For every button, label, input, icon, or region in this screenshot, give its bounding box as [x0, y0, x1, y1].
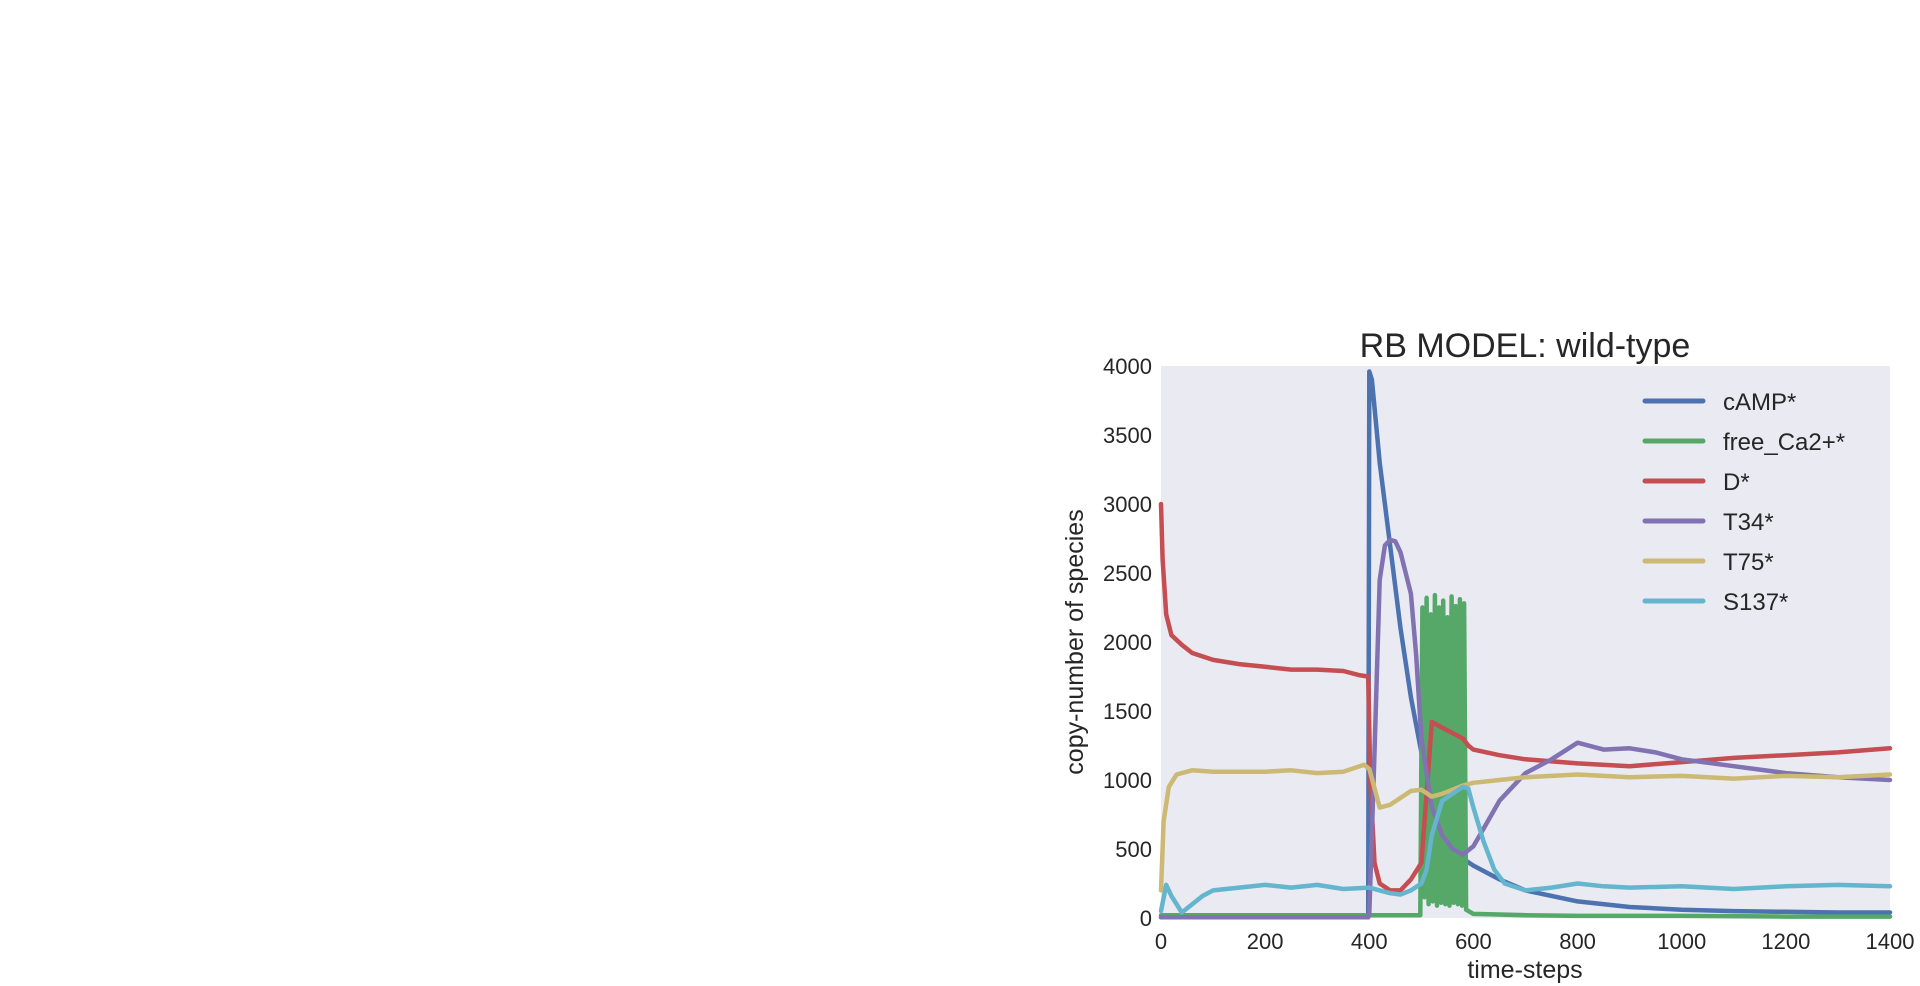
- y-tick-label-7: 3500: [1103, 423, 1152, 448]
- y-tick-label-3: 1500: [1103, 699, 1152, 724]
- series-line-5: [1158, 784, 1893, 915]
- y-tick-label-1: 500: [1115, 837, 1152, 862]
- legend-label-2: D*: [1723, 469, 1750, 496]
- x-tick-label-6: 1200: [1761, 929, 1810, 954]
- legend-label-3: T34*: [1723, 509, 1774, 536]
- series-line-3: [1158, 537, 1893, 920]
- y-tick-label-8: 4000: [1103, 354, 1152, 379]
- x-axis: 0 200 400 600 800 1000 1200 1400: [1155, 929, 1915, 954]
- series-line-4: [1158, 762, 1893, 893]
- y-axis: 0 500 1000 1500 2000 2500 3000 3500 4000: [1103, 354, 1152, 931]
- x-tick-label-5: 1000: [1657, 929, 1706, 954]
- x-tick-label-0: 0: [1155, 929, 1167, 954]
- legend: cAMP* free_Ca2+* D* T34* T75* S137*: [1642, 389, 1845, 616]
- x-tick-label-2: 400: [1351, 929, 1388, 954]
- y-axis-label: copy-number of species: [1061, 509, 1089, 774]
- y-tick-label-6: 3000: [1103, 492, 1152, 517]
- x-tick-label-4: 800: [1559, 929, 1596, 954]
- x-axis-label: time-steps: [1467, 956, 1582, 984]
- y-tick-label-4: 2000: [1103, 630, 1152, 655]
- legend-label-0: cAMP*: [1723, 389, 1796, 416]
- legend-label-1: free_Ca2+*: [1723, 429, 1845, 456]
- y-tick-label-5: 2500: [1103, 561, 1152, 586]
- plot-background: [1161, 366, 1890, 918]
- x-tick-label-7: 1400: [1866, 929, 1915, 954]
- y-tick-label-0: 0: [1140, 906, 1152, 931]
- x-tick-label-3: 600: [1455, 929, 1492, 954]
- y-tick-label-2: 1000: [1103, 768, 1152, 793]
- x-tick-label-1: 200: [1247, 929, 1284, 954]
- series-line-2: [1158, 501, 1893, 893]
- series-layer: [1158, 369, 1893, 920]
- legend-label-4: T75*: [1723, 549, 1774, 576]
- legend-label-5: S137*: [1723, 589, 1788, 616]
- chart-title: RB MODEL: wild-type: [1360, 327, 1691, 365]
